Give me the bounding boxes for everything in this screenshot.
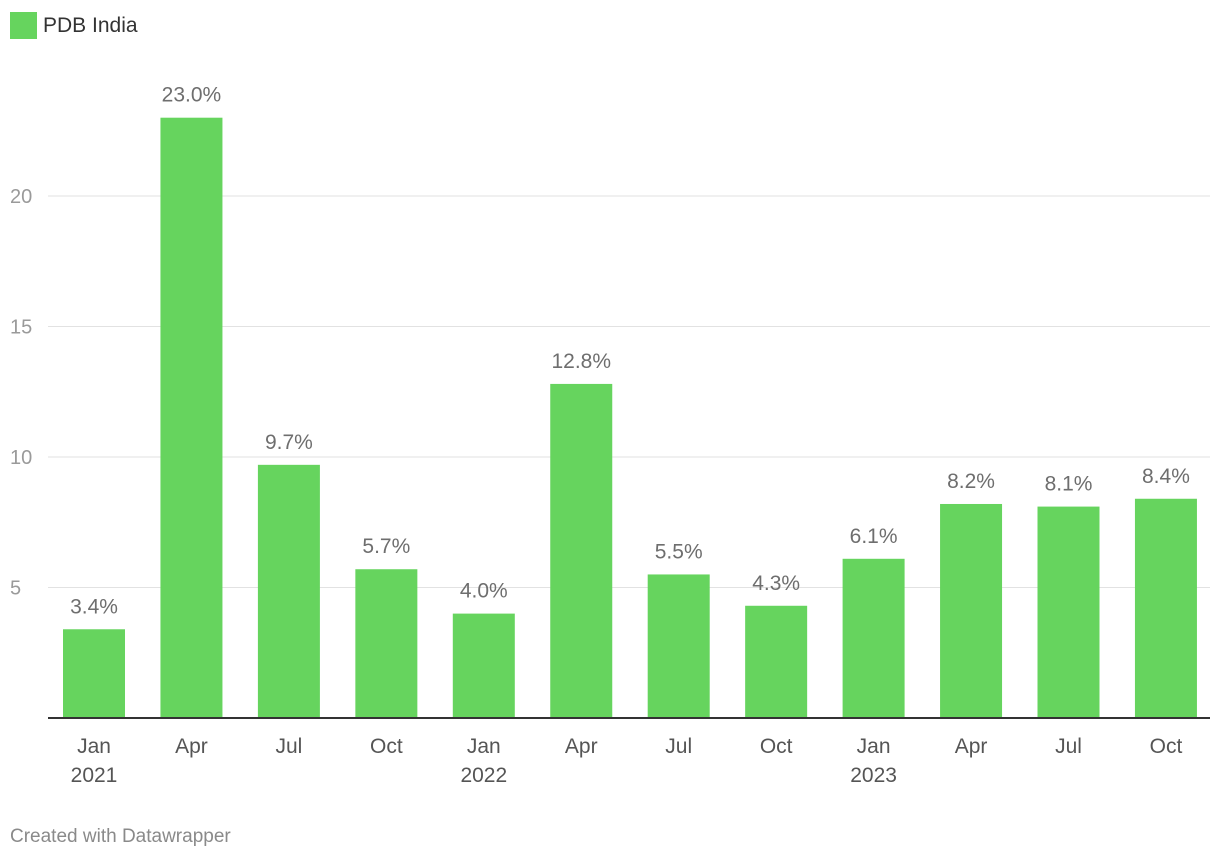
data-label: 8.1%: [1045, 473, 1093, 496]
bar-8: [842, 558, 905, 718]
x-tick-label: Oct: [1150, 735, 1183, 758]
x-tick-label: Jan: [857, 735, 891, 758]
data-label: 6.1%: [850, 525, 898, 548]
bar-5: [550, 383, 613, 718]
x-tick-label: Jan: [467, 735, 501, 758]
x-tick-label: Apr: [955, 735, 988, 758]
data-label: 5.5%: [655, 540, 703, 563]
y-tick-label: 15: [10, 317, 32, 339]
data-label: 5.7%: [362, 535, 410, 558]
data-label: 8.4%: [1142, 465, 1190, 488]
bar-2: [257, 464, 320, 718]
x-tick-label: Oct: [760, 735, 793, 758]
grid-lines: 5 10 15 20: [10, 186, 1210, 600]
y-tick-label: 20: [10, 186, 32, 208]
data-label: 3.4%: [70, 595, 118, 618]
data-label: 4.3%: [752, 572, 800, 595]
data-label: 9.7%: [265, 431, 313, 454]
x-tick-year-label: 2022: [460, 764, 507, 787]
y-tick-label: 5: [10, 578, 21, 600]
data-label: 8.2%: [947, 470, 995, 493]
y-tick-label: 10: [10, 447, 32, 469]
bar-11: [1134, 498, 1197, 718]
bars: [63, 117, 1197, 718]
legend-label: PDB India: [43, 13, 138, 37]
x-axis: Jan 2021 Apr Jul Oct Jan 2022 Apr Jul Oct Jan 2023 A…: [48, 717, 1210, 787]
x-tick-label: Oct: [370, 735, 403, 758]
x-tick-label: Jul: [275, 735, 302, 758]
legend: PDB India: [10, 12, 138, 39]
x-tick-label: Apr: [565, 735, 598, 758]
x-tick-label: Jul: [1055, 735, 1082, 758]
bar-7: [745, 605, 808, 718]
x-tick-label: Jul: [665, 735, 692, 758]
data-label: 12.8%: [551, 350, 611, 373]
bar-6: [647, 574, 710, 718]
legend-swatch: [10, 12, 37, 39]
bar-9: [940, 503, 1003, 718]
x-tick-label: Apr: [175, 735, 208, 758]
data-labels: 3.4% 23.0% 9.7% 5.7% 4.0% 12.8% 5.5% 4.3% 6.1% 8.…: [70, 84, 1190, 619]
bar-3: [355, 569, 418, 718]
x-tick-year-label: 2023: [850, 764, 897, 787]
data-label: 23.0%: [162, 84, 222, 107]
bar-0: [63, 629, 125, 718]
x-tick-label: Jan: [77, 735, 111, 758]
data-label: 4.0%: [460, 580, 508, 603]
bar-1: [160, 117, 223, 718]
x-tick-year-label: 2021: [71, 764, 118, 787]
footer-credit: Created with Datawrapper: [10, 826, 231, 847]
bar-chart: 5 10 15 20 3.4% 23.0% 9.7% 5.7% 4.0% 12.8% 5.5% 4.…: [10, 84, 1210, 787]
bar-10: [1037, 506, 1100, 718]
bar-4: [452, 613, 515, 718]
